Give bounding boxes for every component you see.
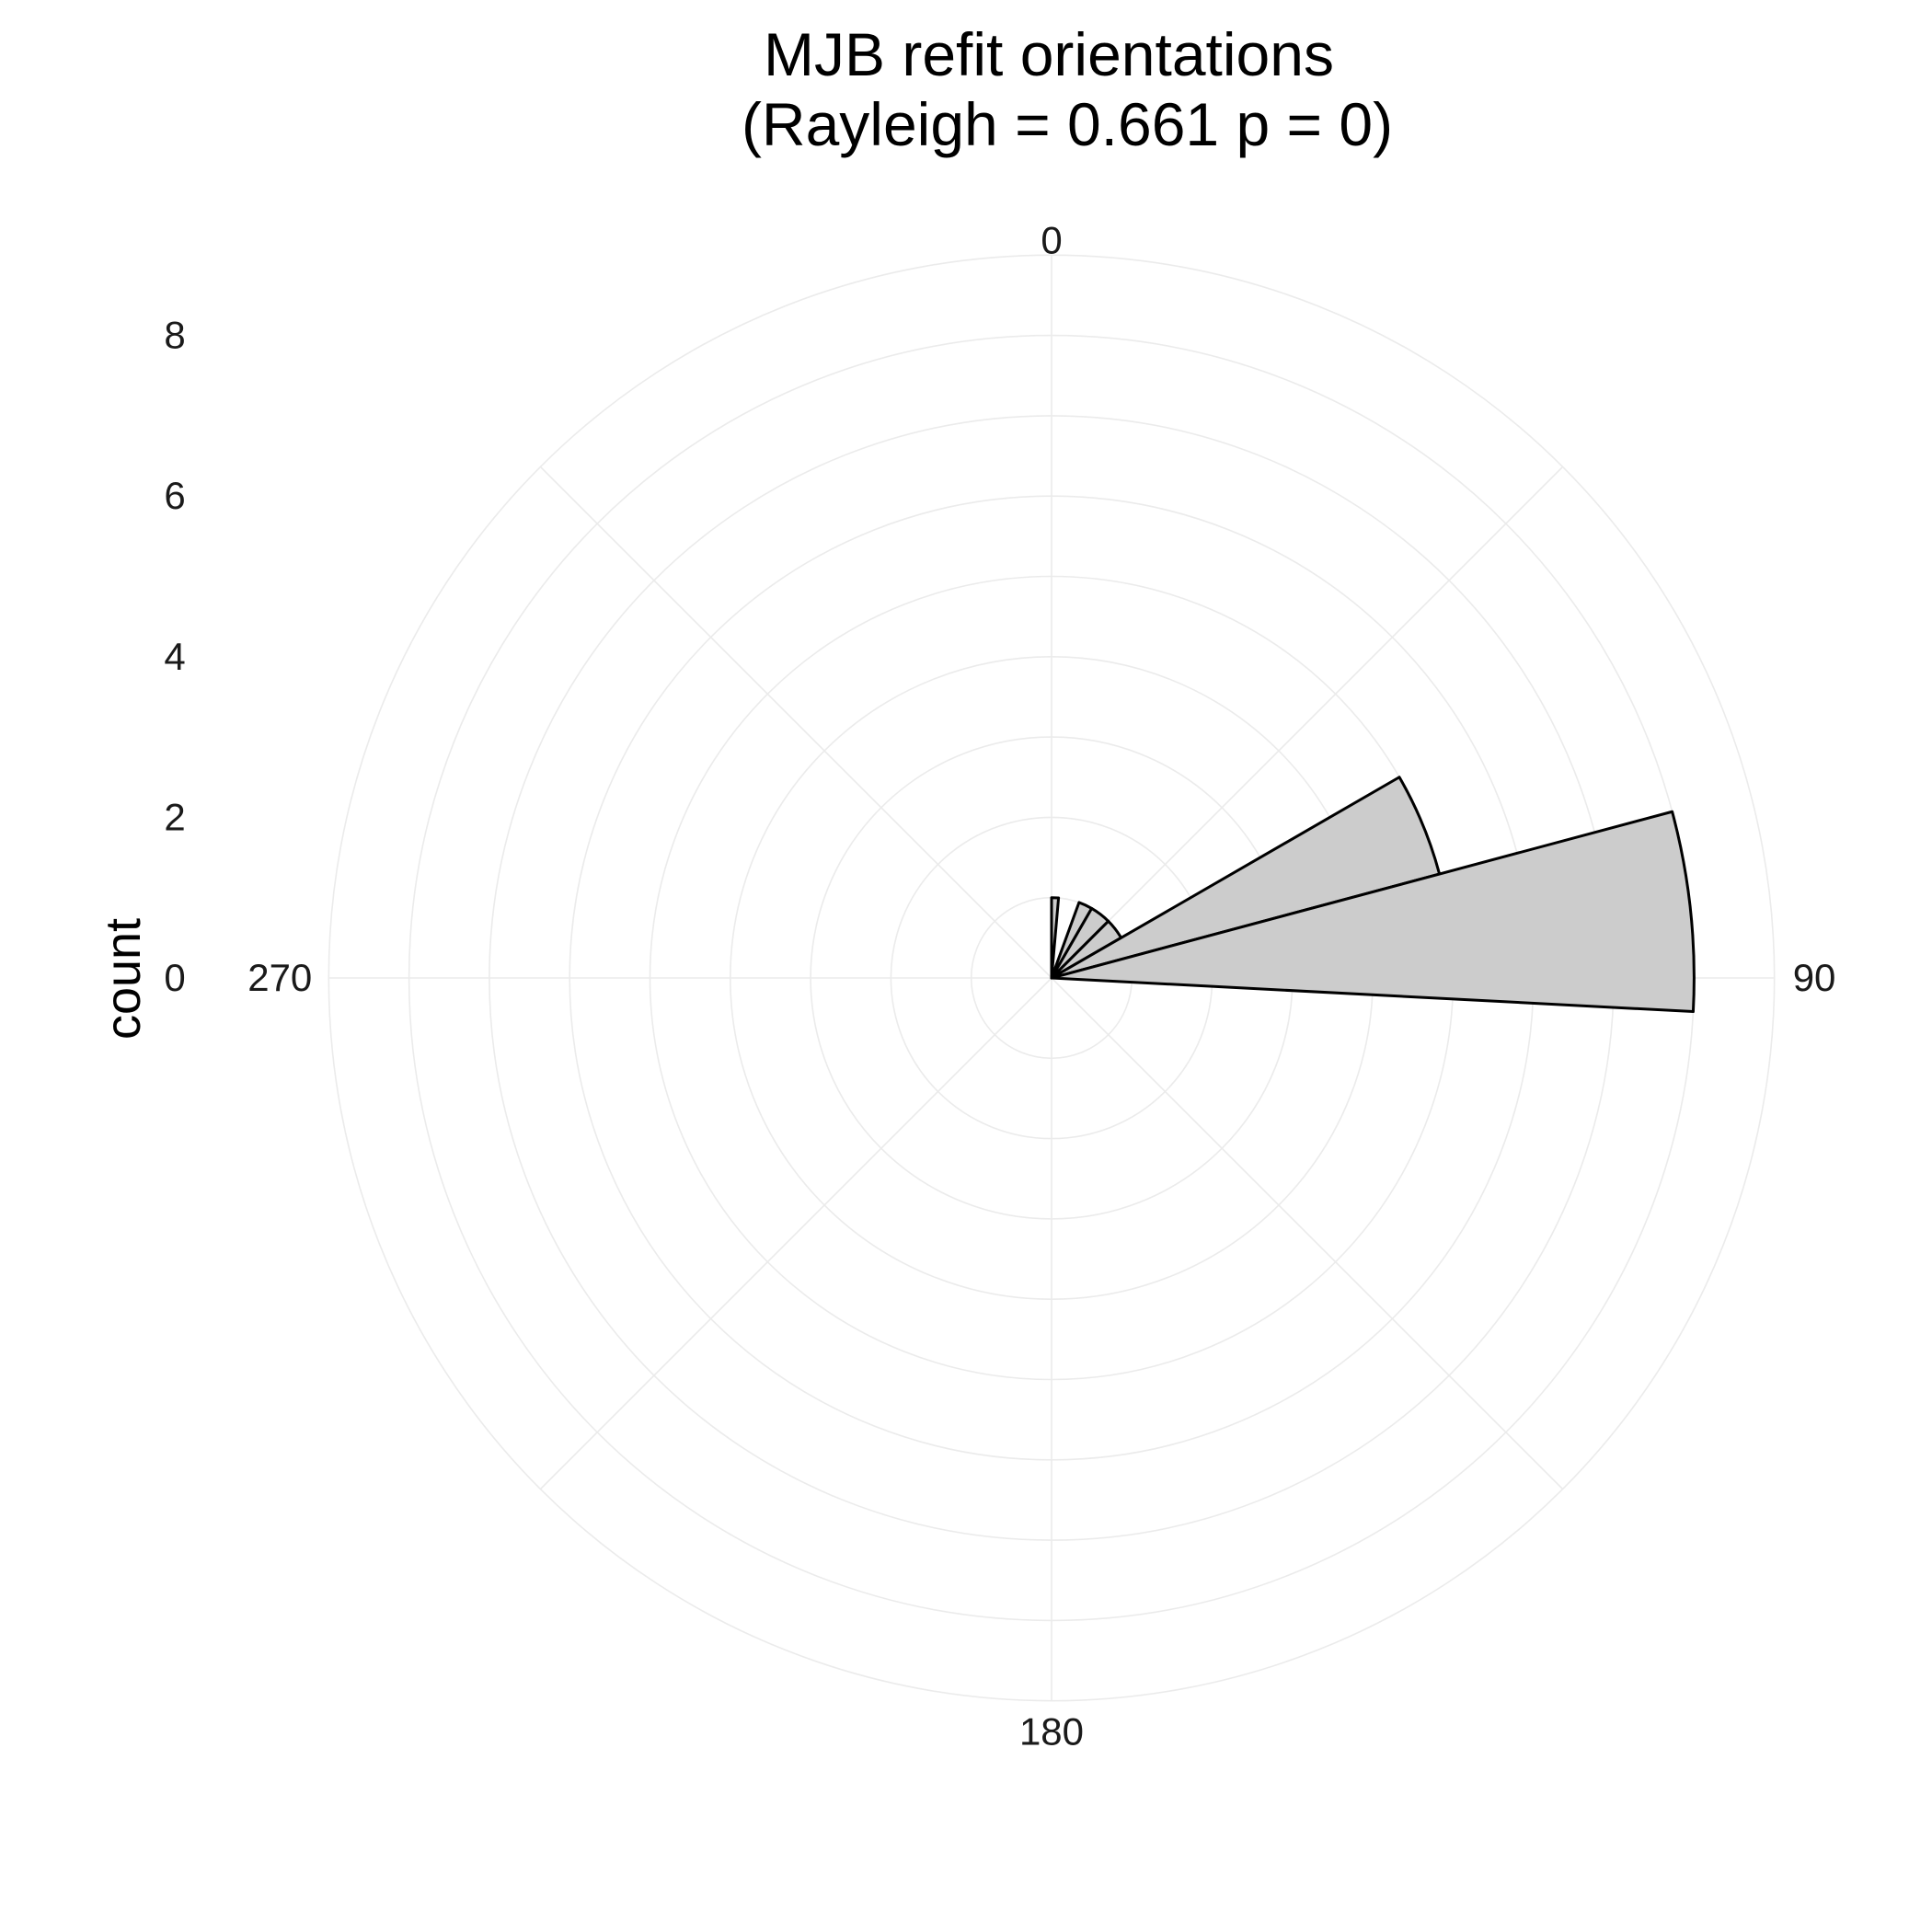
chart-title-line1: MJB refit orientations bbox=[764, 20, 1334, 88]
y-axis-title: count bbox=[96, 918, 151, 1040]
angle-tick-labels: 0 90 180 270 bbox=[247, 218, 1835, 1753]
polar-bars bbox=[1050, 776, 1696, 1014]
bar-wedge bbox=[1050, 810, 1696, 1014]
radial-tick-labels: 0 2 4 6 8 bbox=[164, 314, 185, 999]
radial-tick-label: 2 bbox=[164, 795, 185, 838]
grid-spoke bbox=[539, 466, 1052, 979]
radial-tick-label: 4 bbox=[164, 635, 185, 678]
bar-wedge bbox=[1050, 896, 1061, 980]
radial-tick-label: 0 bbox=[164, 956, 185, 999]
angle-tick-label: 90 bbox=[1793, 956, 1836, 999]
grid-spoke bbox=[1051, 977, 1564, 1490]
angle-tick-label: 180 bbox=[1019, 1710, 1084, 1754]
radial-tick-label: 8 bbox=[164, 314, 185, 357]
grid-spoke bbox=[1051, 466, 1564, 979]
angle-tick-label: 270 bbox=[247, 956, 312, 999]
angle-tick-label: 0 bbox=[1041, 218, 1062, 261]
chart-title-line2: (Rayleigh = 0.661 p = 0) bbox=[742, 90, 1393, 158]
grid-spoke bbox=[539, 977, 1052, 1490]
radial-tick-label: 6 bbox=[164, 474, 185, 517]
